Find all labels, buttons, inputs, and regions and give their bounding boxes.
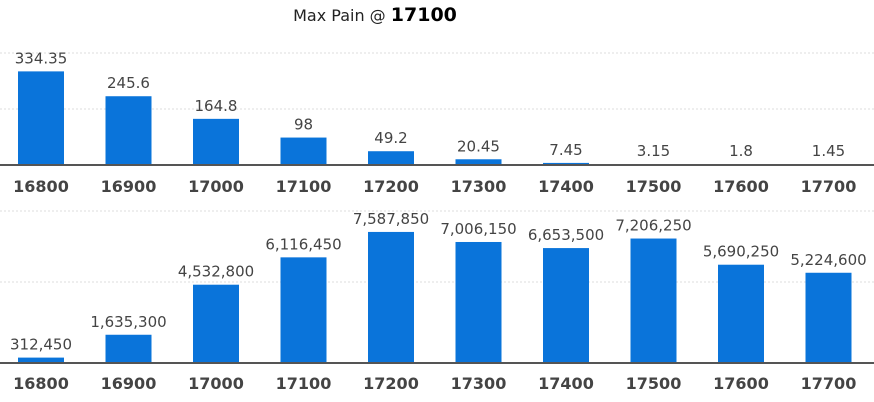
bar-17300 — [455, 159, 502, 165]
bar-17300 — [455, 241, 502, 363]
value-label: 7.45 — [549, 141, 582, 159]
value-label: 245.6 — [107, 74, 150, 92]
value-label: 7,006,150 — [440, 220, 516, 238]
value-label: 20.45 — [457, 137, 500, 155]
bar-17200 — [368, 151, 414, 165]
x-tick-label: 17400 — [538, 374, 594, 393]
bar-17400 — [543, 162, 589, 165]
bar-16900 — [105, 334, 152, 363]
bar-17000 — [193, 118, 239, 165]
x-tick-label: 17600 — [713, 374, 769, 393]
x-tick-label: 17300 — [451, 177, 507, 196]
x-tick-label: 16800 — [13, 374, 69, 393]
x-tick-label: 16900 — [101, 177, 157, 196]
value-label: 49.2 — [374, 129, 407, 147]
x-tick-label: 17100 — [276, 177, 332, 196]
x-tick-label: 17600 — [713, 177, 769, 196]
x-tick-label: 17200 — [363, 374, 419, 393]
x-tick-label: 16800 — [13, 177, 69, 196]
bar-17700 — [805, 272, 852, 363]
bar-17400 — [543, 248, 589, 363]
x-tick-label: 17500 — [626, 374, 682, 393]
x-tick-label: 17200 — [363, 177, 419, 196]
value-label: 6,116,450 — [265, 235, 341, 253]
x-tick-label: 16900 — [101, 374, 157, 393]
bar-16800 — [18, 71, 64, 165]
value-label: 5,690,250 — [703, 243, 779, 261]
value-label: 1.45 — [812, 142, 845, 160]
value-label: 5,224,600 — [790, 251, 866, 269]
value-label: 3.15 — [637, 142, 670, 160]
bar-16900 — [105, 96, 152, 165]
value-label: 4,532,800 — [178, 263, 254, 281]
bar-17000 — [193, 284, 239, 363]
x-tick-label: 17000 — [188, 374, 244, 393]
x-tick-label: 17700 — [801, 374, 857, 393]
total-pain-bar-chart: 312,450 16800 1,635,300 16900 4,532,800 17000… — [0, 210, 874, 393]
value-label: 1.8 — [729, 142, 753, 160]
bar-17100 — [280, 137, 327, 165]
x-tick-label: 17100 — [276, 374, 332, 393]
max-pain-value: 17100 — [390, 4, 457, 26]
bar-17100 — [280, 257, 327, 363]
value-label: 1,635,300 — [90, 313, 166, 331]
bar-17500 — [630, 238, 677, 363]
bar-17200 — [368, 231, 414, 363]
value-label: 98 — [294, 116, 313, 134]
value-label: 334.35 — [15, 49, 68, 67]
premium-bar-chart: 334.35 16800 245.6 16900 164.8 17000 98 17100 49… — [0, 49, 874, 196]
bar-17600 — [718, 264, 764, 363]
bar-16800 — [18, 357, 64, 363]
value-label: 7,206,250 — [615, 217, 691, 235]
x-tick-label: 17500 — [626, 177, 682, 196]
chart-title: Max Pain @ 17100 — [0, 4, 750, 26]
title-prefix: Max Pain @ — [293, 6, 386, 25]
x-tick-label: 17000 — [188, 177, 244, 196]
x-tick-label: 17700 — [801, 177, 857, 196]
x-tick-label: 17400 — [538, 177, 594, 196]
x-tick-label: 17300 — [451, 374, 507, 393]
value-label: 7,587,850 — [353, 210, 429, 228]
value-label: 312,450 — [10, 336, 72, 354]
value-label: 6,653,500 — [528, 226, 604, 244]
value-label: 164.8 — [195, 97, 238, 115]
